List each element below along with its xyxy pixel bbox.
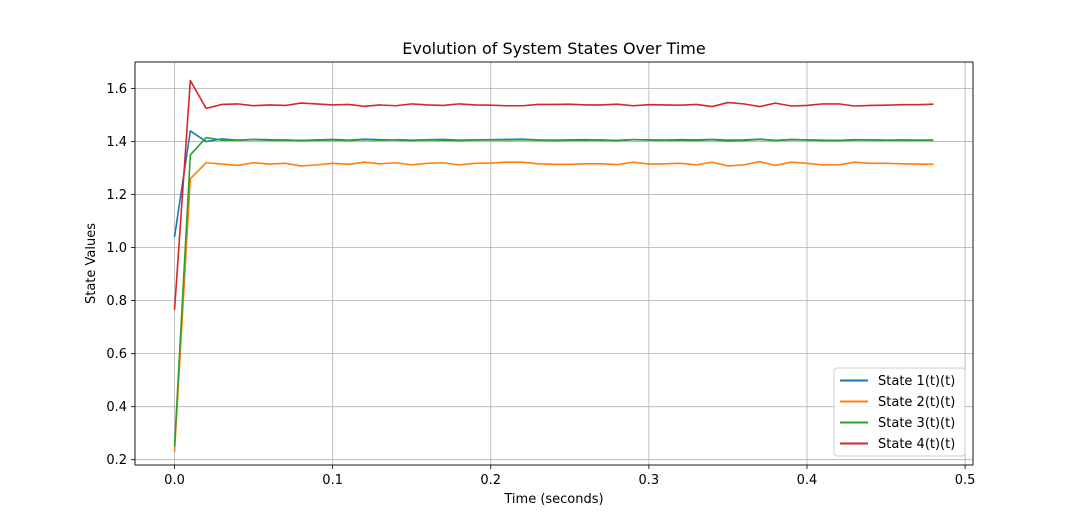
y-tick-label: 0.8 — [106, 294, 127, 309]
y-tick-label: 0.6 — [106, 347, 127, 362]
y-axis-label: State Values — [84, 223, 99, 304]
legend-box — [833, 367, 966, 457]
legend-label-2: State 2(t)(t) — [878, 395, 955, 410]
x-axis: 0.0 0.1 0.2 0.3 0.4 0.5 — [164, 465, 975, 488]
y-tick-label: 0.4 — [106, 400, 127, 415]
series-line-2 — [173, 160, 934, 452]
legend: State 1(t)(t) State 2(t)(t) State 3(t)(t) S… — [833, 367, 966, 457]
y-tick-label: 1.6 — [106, 82, 127, 97]
legend-label-4: State 4(t)(t) — [878, 437, 955, 452]
y-tick-label: 1.0 — [106, 241, 127, 256]
series-line-4 — [173, 79, 934, 310]
y-tick-label: 0.2 — [106, 453, 127, 468]
x-tick-label: 0.3 — [639, 473, 660, 488]
y-tick-label: 1.2 — [106, 188, 127, 203]
chart-title: Evolution of System States Over Time — [402, 39, 705, 58]
x-tick-label: 0.0 — [164, 473, 185, 488]
series-line-1 — [173, 130, 934, 238]
x-tick-label: 0.4 — [797, 473, 818, 488]
x-tick-label: 0.1 — [322, 473, 343, 488]
plot-frame — [134, 61, 974, 466]
legend-label-1: State 1(t)(t) — [878, 374, 955, 389]
x-axis-label: Time (seconds) — [503, 492, 603, 507]
y-axis: 0.2 0.4 0.6 0.8 1.0 1.2 1.4 1.6 — [106, 82, 135, 468]
series-group — [173, 79, 934, 452]
x-tick-label: 0.5 — [955, 473, 976, 488]
x-tick-label: 0.2 — [480, 473, 501, 488]
legend-label-3: State 3(t)(t) — [878, 416, 955, 431]
series-line-3 — [173, 136, 934, 447]
y-tick-label: 1.4 — [106, 135, 127, 150]
grid — [135, 62, 973, 465]
